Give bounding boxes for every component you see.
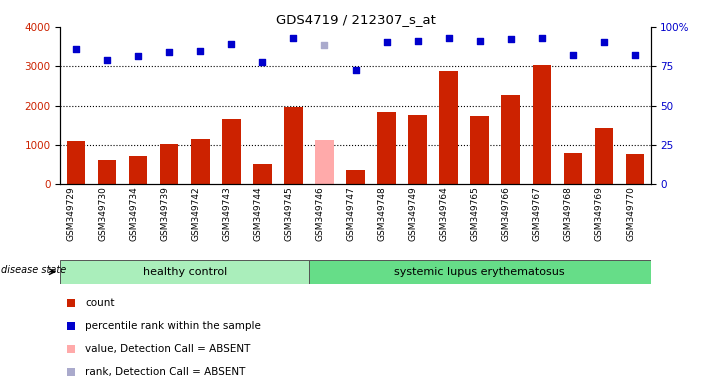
- Point: [102, 57, 113, 63]
- Point: [70, 45, 82, 51]
- Text: GSM349729: GSM349729: [67, 187, 76, 241]
- Point: [65, 346, 77, 353]
- Point: [412, 38, 423, 44]
- Text: GSM349768: GSM349768: [564, 187, 573, 242]
- Bar: [97, 160, 117, 184]
- Bar: [564, 153, 582, 184]
- Text: systemic lupus erythematosus: systemic lupus erythematosus: [395, 266, 565, 277]
- Text: count: count: [85, 298, 114, 308]
- Bar: [60, 260, 309, 284]
- Point: [65, 300, 77, 306]
- Bar: [378, 111, 396, 184]
- Bar: [309, 260, 651, 284]
- Point: [350, 67, 361, 73]
- Text: value, Detection Call = ABSENT: value, Detection Call = ABSENT: [85, 344, 250, 354]
- Bar: [315, 140, 333, 184]
- Point: [443, 35, 454, 41]
- Text: GSM349748: GSM349748: [378, 187, 387, 241]
- Point: [164, 49, 175, 55]
- Point: [65, 323, 77, 329]
- Text: GSM349743: GSM349743: [223, 187, 231, 241]
- Bar: [284, 107, 303, 184]
- Bar: [160, 144, 178, 184]
- Text: GSM349767: GSM349767: [533, 187, 542, 242]
- Bar: [129, 156, 147, 184]
- Text: GSM349730: GSM349730: [98, 187, 107, 242]
- Point: [536, 35, 547, 41]
- Text: GSM349769: GSM349769: [595, 187, 604, 242]
- Bar: [626, 154, 644, 184]
- Text: GSM349739: GSM349739: [160, 187, 169, 242]
- Point: [225, 41, 237, 47]
- Text: GSM349734: GSM349734: [129, 187, 138, 241]
- Point: [474, 38, 486, 44]
- Point: [319, 42, 330, 48]
- Point: [195, 48, 206, 55]
- Text: percentile rank within the sample: percentile rank within the sample: [85, 321, 261, 331]
- Bar: [533, 65, 551, 184]
- Text: GSM349747: GSM349747: [346, 187, 356, 241]
- Text: GSM349764: GSM349764: [439, 187, 449, 241]
- Text: GSM349766: GSM349766: [502, 187, 510, 242]
- Text: disease state: disease state: [1, 265, 66, 275]
- Bar: [408, 116, 427, 184]
- Bar: [67, 141, 85, 184]
- Point: [288, 35, 299, 41]
- Point: [505, 36, 516, 42]
- Bar: [501, 94, 520, 184]
- Point: [132, 53, 144, 60]
- Bar: [346, 170, 365, 184]
- Point: [629, 52, 641, 58]
- Text: GSM349744: GSM349744: [253, 187, 262, 241]
- Point: [257, 59, 268, 65]
- Title: GDS4719 / 212307_s_at: GDS4719 / 212307_s_at: [276, 13, 435, 26]
- Text: GSM349765: GSM349765: [471, 187, 480, 242]
- Point: [65, 369, 77, 376]
- Bar: [594, 128, 614, 184]
- Point: [598, 39, 609, 45]
- Text: GSM349770: GSM349770: [626, 187, 635, 242]
- Bar: [471, 116, 489, 184]
- Bar: [222, 119, 240, 184]
- Point: [381, 39, 392, 45]
- Text: GSM349742: GSM349742: [191, 187, 201, 241]
- Text: GSM349749: GSM349749: [409, 187, 417, 241]
- Text: GSM349745: GSM349745: [284, 187, 294, 241]
- Text: healthy control: healthy control: [142, 266, 227, 277]
- Bar: [191, 139, 210, 184]
- Bar: [253, 164, 272, 184]
- Text: rank, Detection Call = ABSENT: rank, Detection Call = ABSENT: [85, 367, 245, 377]
- Bar: [439, 71, 458, 184]
- Point: [567, 52, 579, 58]
- Text: GSM349746: GSM349746: [316, 187, 324, 241]
